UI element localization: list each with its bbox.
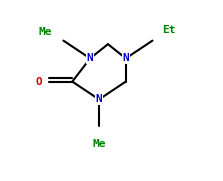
Text: Me: Me [39, 27, 52, 37]
Text: O: O [36, 77, 43, 87]
Text: N: N [87, 53, 93, 63]
Text: Me: Me [92, 139, 106, 149]
Text: N: N [96, 94, 102, 104]
Text: Et: Et [162, 25, 175, 35]
Text: N: N [122, 53, 129, 63]
